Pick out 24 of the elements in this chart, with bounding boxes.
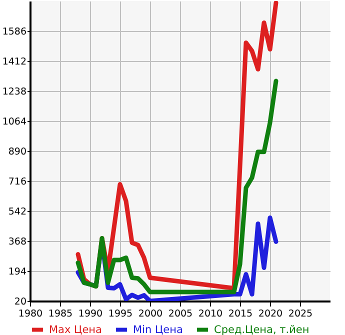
y-tick-label: 194 bbox=[8, 266, 26, 278]
x-tick-label: 2000 bbox=[138, 308, 163, 320]
line-series bbox=[76, 78, 278, 294]
x-tick-label: 1980 bbox=[18, 308, 43, 320]
legend-label: Min Цена bbox=[133, 324, 183, 335]
y-tick-label: 716 bbox=[8, 176, 26, 188]
y-tick-label: 1412 bbox=[2, 56, 26, 68]
x-tick-label: 2015 bbox=[228, 308, 253, 320]
y-tick-label: 1238 bbox=[2, 86, 26, 98]
x-tick-label: 1985 bbox=[48, 308, 73, 320]
x-tick-label: 2005 bbox=[168, 308, 193, 320]
y-tick-label: 1586 bbox=[2, 26, 26, 38]
legend-label: Сред.Цена, т.йен bbox=[214, 324, 310, 335]
x-tick-label: 2010 bbox=[198, 308, 223, 320]
x-tick-label: 2020 bbox=[258, 308, 283, 320]
x-tick-label: 1995 bbox=[108, 308, 133, 320]
x-tick-label: 2025 bbox=[288, 308, 313, 320]
y-tick-label: 20 bbox=[14, 296, 26, 308]
y-tick-label: 542 bbox=[8, 206, 26, 218]
x-tick-label: 1990 bbox=[78, 308, 103, 320]
legend-label: Max Цена bbox=[49, 324, 102, 335]
y-tick-label: 368 bbox=[8, 236, 26, 248]
y-tick-label: 1064 bbox=[2, 116, 26, 128]
y-tick-label: 890 bbox=[8, 146, 26, 158]
